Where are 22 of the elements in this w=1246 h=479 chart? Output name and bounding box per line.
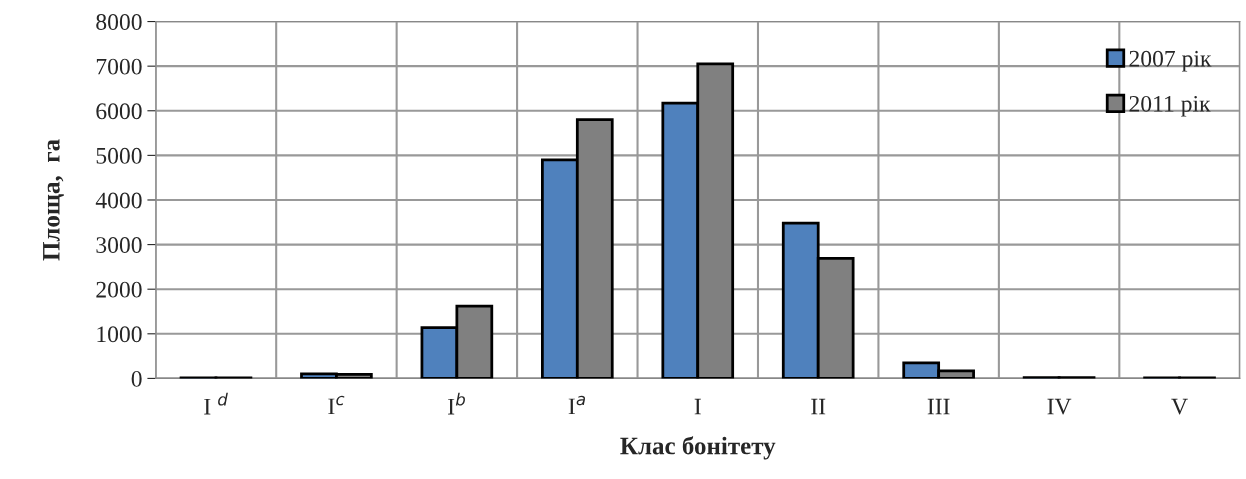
x-tick-label: I$^{a}$ (568, 395, 585, 415)
y-tick-label: 5000 (96, 147, 142, 164)
y-tick-label: 0 (131, 370, 142, 387)
x-tick-label: I$^{c}$ (328, 395, 345, 415)
x-axis-title: Клас бонітету (620, 436, 776, 460)
x-tick-label: II (811, 398, 826, 415)
y-tick-label: 4000 (95, 192, 142, 209)
y-tick-label: 8000 (96, 14, 142, 30)
x-tick-label: I $^{d}$ (204, 392, 228, 415)
y-tick-label: 7000 (96, 58, 142, 75)
x-tick-label: I (694, 398, 701, 415)
x-tick-label: IV (1047, 398, 1072, 415)
x-tick-label: I$^{b}$ (448, 392, 465, 415)
legend-label: 2011 рік (1129, 95, 1211, 117)
y-axis-title: Площа, га (43, 139, 64, 261)
y-tick-label: 2000 (96, 281, 142, 298)
x-tick-label: III (927, 398, 950, 415)
y-tick-label: 6000 (96, 103, 142, 120)
y-tick-label: 1000 (97, 326, 142, 343)
legend-label: 2007 рік (1129, 50, 1212, 72)
x-tick-label: V (1171, 398, 1188, 415)
y-tick-label: 3000 (96, 237, 142, 254)
